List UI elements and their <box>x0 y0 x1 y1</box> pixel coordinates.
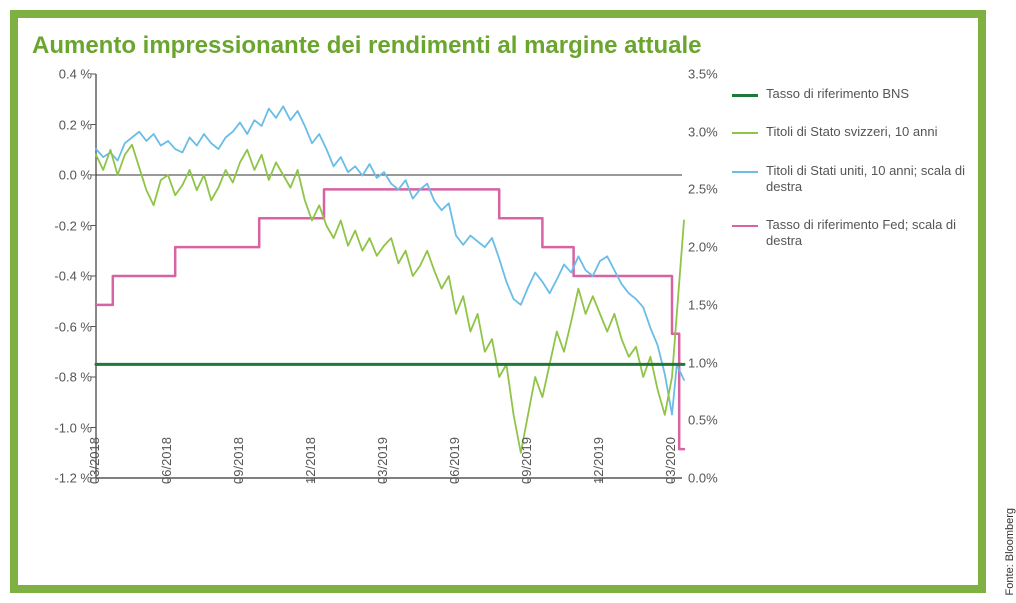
legend-label: Tasso di riferimento Fed; scala di destr… <box>766 217 968 250</box>
x-tick: 03/2019 <box>375 437 390 484</box>
legend-label: Titoli di Stato svizzeri, 10 anni <box>766 124 937 140</box>
legend: Tasso di riferimento BNS Titoli di Stato … <box>722 68 972 558</box>
legend-label: Tasso di riferimento BNS <box>766 86 909 102</box>
y-left-tick: 0.2 % <box>36 117 92 132</box>
legend-item: Tasso di riferimento BNS <box>732 86 968 102</box>
chart-area: 0.4 % 0.2 % 0.0 % -0.2 % -0.4 % -0.6 % -0.8 % -… <box>32 68 722 558</box>
y-right-tick: 3.0% <box>688 124 736 139</box>
y-left-tick: -1.0 % <box>36 420 92 435</box>
y-left-tick: -0.6 % <box>36 319 92 334</box>
chart-title: Aumento impressionante dei rendimenti al… <box>32 32 972 60</box>
y-left-tick: -1.2 % <box>36 471 92 486</box>
x-tick: 06/2018 <box>159 437 174 484</box>
y-left-tick: 0.0 % <box>36 168 92 183</box>
chart-card: Aumento impressionante dei rendimenti al… <box>10 10 986 593</box>
legend-item: Tasso di riferimento Fed; scala di destr… <box>732 217 968 250</box>
legend-item: Titoli di Stato svizzeri, 10 anni <box>732 124 968 140</box>
y-right-tick: 2.0% <box>688 240 736 255</box>
plot-region: 0.4 %0.2 %0.0 %-0.2 %-0.4 %-0.6 %-0.8 %-… <box>96 74 682 478</box>
y-left-tick: -0.4 % <box>36 269 92 284</box>
y-right-tick: 2.5% <box>688 182 736 197</box>
y-right-tick: 1.0% <box>688 355 736 370</box>
legend-swatch <box>732 225 758 227</box>
legend-item: Titoli di Stati uniti, 10 anni; scala di… <box>732 163 968 196</box>
legend-swatch <box>732 171 758 173</box>
x-tick: 06/2019 <box>447 437 462 484</box>
legend-label: Titoli di Stati uniti, 10 anni; scala di… <box>766 163 968 196</box>
y-left-tick: -0.2 % <box>36 218 92 233</box>
x-tick: 12/2019 <box>591 437 606 484</box>
x-tick: 12/2018 <box>303 437 318 484</box>
y-right-tick: 1.5% <box>688 297 736 312</box>
x-tick: 03/2020 <box>663 437 678 484</box>
x-tick: 09/2018 <box>231 437 246 484</box>
y-right-tick: 0.5% <box>688 413 736 428</box>
x-tick: 09/2019 <box>519 437 534 484</box>
y-left-tick: -0.8 % <box>36 370 92 385</box>
x-tick: 03/2018 <box>87 437 102 484</box>
chart-svg <box>96 74 682 478</box>
y-right-tick: 3.5% <box>688 67 736 82</box>
chart-row: 0.4 % 0.2 % 0.0 % -0.2 % -0.4 % -0.6 % -0.8 % -… <box>32 68 972 558</box>
y-left-tick: 0.4 % <box>36 67 92 82</box>
legend-swatch <box>732 94 758 97</box>
y-right-tick: 0.0% <box>688 471 736 486</box>
source-label: Fonte: Bloomberg <box>1004 508 1016 595</box>
